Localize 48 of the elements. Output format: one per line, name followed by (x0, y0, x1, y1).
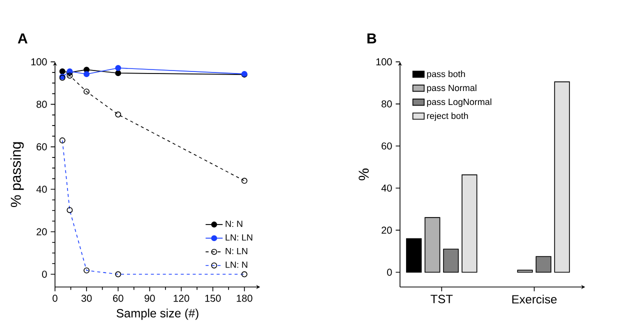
y-axis-title: % passing (10, 142, 24, 207)
legend-label: N: LN (226, 248, 248, 254)
legend-label: N: N (226, 220, 242, 227)
bar (536, 256, 552, 273)
point (115, 112, 122, 118)
point (115, 65, 122, 71)
y-tick-label: 80 (382, 100, 392, 108)
y-tick-label: 40 (36, 186, 47, 193)
x-tick-label: 180 (236, 294, 252, 302)
y-tick-label: 100 (31, 58, 47, 66)
x-tick-label: 150 (205, 294, 221, 302)
y-tick-label: 0 (387, 268, 392, 276)
x-tick-label: Exercise (512, 294, 557, 304)
legend-label: LN: N (226, 262, 248, 268)
x-tick-label: TST (430, 294, 453, 304)
x-axis-title: Sample size (#) (116, 308, 198, 320)
bar (462, 174, 478, 273)
y-tick-label: 100 (376, 58, 392, 66)
bar (424, 217, 440, 273)
legend-label: pass both (427, 70, 465, 79)
bar (554, 81, 570, 273)
chart-title: B (367, 33, 376, 44)
legend-label: LN: LN (226, 234, 252, 241)
point (59, 68, 66, 74)
x-tick-label: 120 (174, 294, 190, 302)
y-tick-label: 80 (36, 100, 47, 108)
point (115, 70, 122, 76)
y-tick-label: 60 (36, 143, 47, 150)
legend-label: reject both (427, 112, 468, 121)
legend-label: pass Normal (427, 84, 476, 93)
x-tick-label: 90 (144, 294, 155, 302)
point (84, 88, 90, 95)
x-tick-label: 0 (52, 294, 58, 302)
point (84, 71, 90, 78)
point (66, 72, 73, 79)
chart-title: A (18, 33, 28, 44)
y-tick-label: 0 (42, 270, 47, 278)
legend-label: pass LogNormal (427, 98, 492, 107)
y-tick-label: 20 (382, 226, 392, 234)
x-tick-label: 30 (81, 294, 92, 302)
point (241, 178, 248, 184)
bar (443, 248, 459, 273)
y-tick-label: 60 (382, 142, 392, 150)
y-tick-label: 40 (381, 184, 392, 192)
y-tick-label: 20 (36, 228, 47, 236)
y-axis-title: % (358, 168, 369, 180)
x-tick-label: 60 (113, 294, 124, 302)
bar (406, 238, 422, 273)
